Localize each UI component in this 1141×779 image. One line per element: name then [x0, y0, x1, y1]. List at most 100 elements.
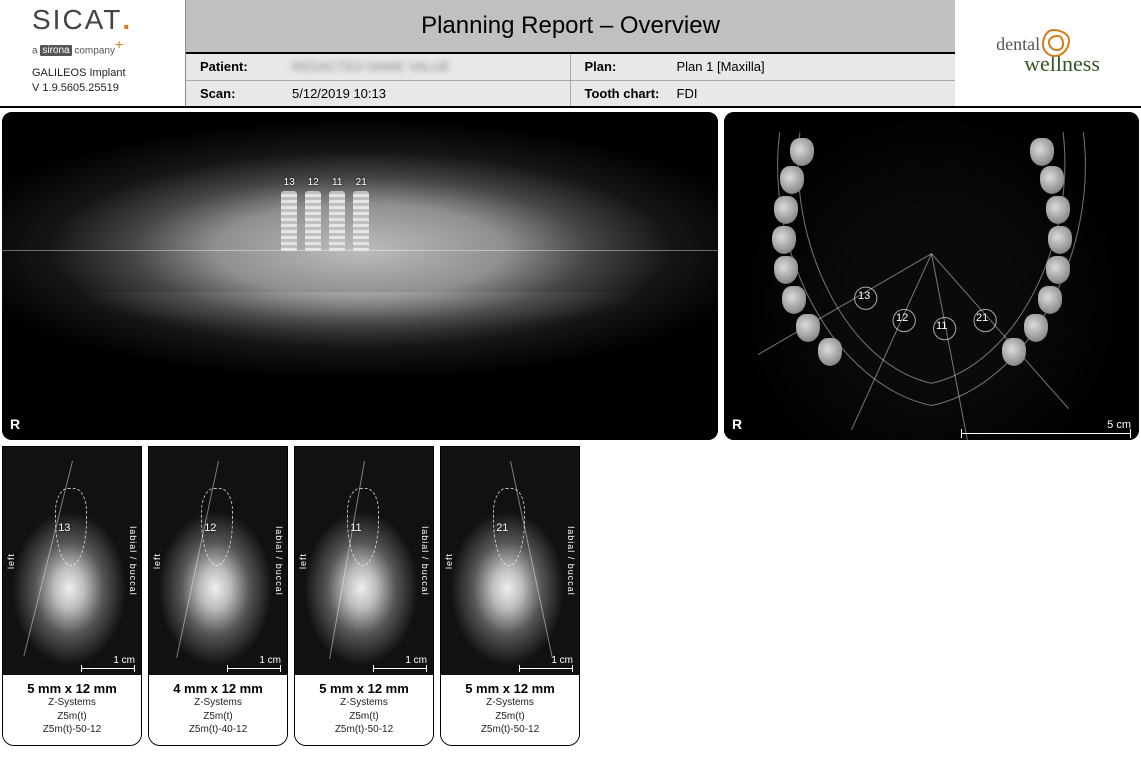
tooth-icon — [790, 138, 814, 166]
cross-section-card: 13leftlabial / buccal1 cm5 mm x 12 mmZ-S… — [2, 446, 142, 746]
meta-scan-label: Scan: — [200, 86, 292, 101]
cross-section-image: 12leftlabial / buccal1 cm — [149, 447, 287, 675]
implant-dimension: 5 mm x 12 mm — [299, 681, 429, 696]
product-version: V 1.9.5605.25519 — [32, 81, 175, 96]
cross-section-image: 21 left labial / buccal 1 cm — [441, 447, 579, 675]
implant-marker: 13 — [281, 191, 297, 251]
meta-plan-value: Plan 1 [Maxilla] — [677, 59, 765, 74]
tooth-icon — [1046, 256, 1070, 284]
tooth-number: 11 — [936, 320, 947, 332]
tooth-icon — [774, 256, 798, 284]
tooth-number: 21 — [496, 522, 508, 534]
tooth-number: 11 — [350, 522, 361, 534]
tooth-icon — [1046, 196, 1070, 224]
scale-bar-icon — [519, 668, 573, 669]
panoramic-image — [2, 112, 718, 440]
implant-number: 13 — [284, 177, 295, 188]
side-label-right: labial / buccal — [566, 526, 576, 596]
panoramic-view: 13 12 11 21 R — [2, 112, 718, 440]
axial-scale: 5 cm — [961, 419, 1131, 434]
scale-bar-icon — [227, 668, 281, 669]
report-header: SICAT. a sirona company+ GALILEOS Implan… — [0, 0, 1141, 108]
thumb-scale: 1 cm — [519, 655, 573, 669]
implant-marker: 11 — [329, 191, 345, 251]
sicat-wordmark: SICAT — [32, 4, 122, 35]
thumb-scale: 1 cm — [373, 655, 427, 669]
side-label-right: labial / buccal — [274, 526, 284, 596]
tooth-icon — [1024, 314, 1048, 342]
implant-dimension: 4 mm x 12 mm — [153, 681, 283, 696]
tooth-icon — [772, 226, 796, 254]
meta-patient: Patient: REDACTED NAME VALUE — [186, 54, 571, 81]
meta-toothchart: Tooth chart: FDI — [571, 81, 956, 107]
cross-section-card: 11 left labial / buccal 1 cm 5 mm x 12 mmZ-S… — [294, 446, 434, 746]
imaging-row: 13 12 11 21 R 13 12 11 21 R 5 cm — [0, 108, 1141, 440]
tooth-icon — [796, 314, 820, 342]
implant-model: Z5m(t) — [445, 710, 575, 724]
product-meta: GALILEOS Implant V 1.9.5605.25519 — [32, 66, 175, 96]
axial-view: 13121121 R 5 cm — [724, 112, 1139, 440]
tooth-icon — [774, 196, 798, 224]
thumb-scale: 1 cm — [227, 655, 281, 669]
side-label-right: labial / buccal — [128, 526, 138, 596]
side-label-right: labial / buccal — [420, 526, 430, 596]
thumb-scale-label: 1 cm — [405, 655, 427, 666]
thumb-scale-label: 1 cm — [259, 655, 281, 666]
meta-plan: Plan: Plan 1 [Maxilla] — [571, 54, 956, 81]
implant-part: Z5m(t)-50-12 — [299, 723, 429, 737]
implant-model: Z5m(t) — [299, 710, 429, 724]
sicat-logo: SICAT. — [32, 6, 175, 34]
thumb-caption: 4 mm x 12 mmZ-SystemsZ5m(t)Z5m(t)-40-12 — [149, 675, 287, 745]
side-label-left: left — [444, 553, 454, 569]
meta-scan-value: 5/12/2019 10:13 — [292, 86, 386, 101]
cross-section-row: 13leftlabial / buccal1 cm5 mm x 12 mmZ-S… — [0, 440, 1141, 746]
implant-manufacturer: Z-Systems — [445, 696, 575, 710]
header-middle: Planning Report – Overview Patient: REDA… — [186, 0, 955, 106]
implant-part: Z5m(t)-40-12 — [153, 723, 283, 737]
tooth-number: 21 — [976, 312, 988, 324]
cross-section-image: 11 left labial / buccal 1 cm — [295, 447, 433, 675]
cross-section-card: 21 left labial / buccal 1 cm 5 mm x 12 mmZ-S… — [440, 446, 580, 746]
tooth-icon — [818, 338, 842, 366]
thumb-caption: 5 mm x 12 mmZ-SystemsZ5m(t)Z5m(t)-50-12 — [441, 675, 579, 745]
thumb-caption: 5 mm x 12 mmZ-SystemsZ5m(t)Z5m(t)-50-12 — [295, 675, 433, 745]
plus-icon: + — [115, 36, 123, 52]
implant-number: 21 — [356, 177, 367, 188]
thumb-scale-label: 1 cm — [551, 655, 573, 666]
tooth-number: 13 — [58, 522, 70, 534]
cross-section-card: 12leftlabial / buccal1 cm4 mm x 12 mmZ-S… — [148, 446, 288, 746]
tooth-icon — [1038, 286, 1062, 314]
cross-section-image: 13leftlabial / buccal1 cm — [3, 447, 141, 675]
scale-bar-icon — [373, 668, 427, 669]
meta-patient-value: REDACTED NAME VALUE — [292, 59, 450, 74]
tooth-icon — [1040, 166, 1064, 194]
implant-number: 12 — [308, 177, 319, 188]
thumb-scale: 1 cm — [81, 655, 135, 669]
thumb-scale-label: 1 cm — [113, 655, 135, 666]
tooth-icon — [1002, 338, 1026, 366]
side-label-left: left — [298, 553, 308, 569]
axial-scale-label: 5 cm — [1107, 419, 1131, 431]
dental-wellness-logo: dental wellness — [996, 29, 1100, 77]
report-title: Planning Report – Overview — [186, 0, 955, 54]
implant-model: Z5m(t) — [7, 710, 137, 724]
meta-patient-label: Patient: — [200, 59, 292, 74]
orientation-label: R — [10, 416, 20, 432]
implant-manufacturer: Z-Systems — [7, 696, 137, 710]
sicat-dot-icon: . — [122, 4, 132, 35]
tooth-icon — [782, 286, 806, 314]
header-meta-grid: Patient: REDACTED NAME VALUE Plan: Plan … — [186, 54, 955, 106]
tooth-number: 13 — [858, 290, 870, 302]
scale-bar-icon — [961, 433, 1131, 434]
tooth-icon — [1030, 138, 1054, 166]
header-left: SICAT. a sirona company+ GALILEOS Implan… — [0, 0, 186, 106]
meta-scan: Scan: 5/12/2019 10:13 — [186, 81, 571, 107]
product-name: GALILEOS Implant — [32, 66, 175, 81]
meta-plan-label: Plan: — [585, 59, 677, 74]
tooth-number: 12 — [896, 312, 908, 324]
implant-dimension: 5 mm x 12 mm — [7, 681, 137, 696]
tooth-icon — [780, 166, 804, 194]
implant-model: Z5m(t) — [153, 710, 283, 724]
meta-toothchart-label: Tooth chart: — [585, 86, 677, 101]
implant-part: Z5m(t)-50-12 — [7, 723, 137, 737]
